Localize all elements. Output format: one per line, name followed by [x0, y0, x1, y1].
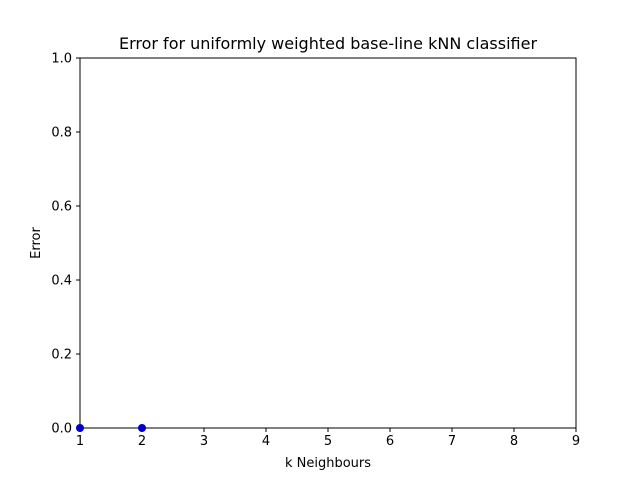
y-axis: 0.0 0.2 0.4 0.6 0.8 1.0	[51, 52, 80, 437]
x-tick-label: 9	[572, 434, 580, 449]
data-point	[76, 424, 84, 432]
x-tick-label: 6	[386, 434, 394, 449]
data-points	[76, 424, 146, 432]
y-axis-label: Error	[29, 227, 44, 259]
y-tick-label: 0.8	[51, 126, 72, 141]
plot-area: 1 2 3 4 5 6 7 8 9 0.0 0.2 0.4 0.6 0.8 1.0	[51, 52, 580, 450]
x-tick-label: 2	[138, 434, 146, 449]
data-point	[138, 424, 146, 432]
x-tick-label: 3	[200, 434, 208, 449]
x-tick-label: 8	[510, 434, 518, 449]
x-tick-label: 4	[262, 434, 270, 449]
x-axis: 1 2 3 4 5 6 7 8 9	[76, 428, 580, 449]
x-tick-label: 1	[76, 434, 84, 449]
chart-title: Error for uniformly weighted base-line k…	[119, 34, 537, 53]
y-tick-label: 0.2	[51, 348, 72, 363]
x-axis-label: k Neighbours	[285, 456, 371, 471]
y-tick-label: 0.6	[51, 200, 72, 215]
x-tick-label: 5	[324, 434, 332, 449]
y-tick-label: 0.4	[51, 274, 72, 289]
y-tick-label: 0.0	[51, 422, 72, 437]
x-tick-label: 7	[448, 434, 456, 449]
plot-frame	[79, 57, 577, 429]
y-tick-label: 1.0	[51, 52, 72, 67]
